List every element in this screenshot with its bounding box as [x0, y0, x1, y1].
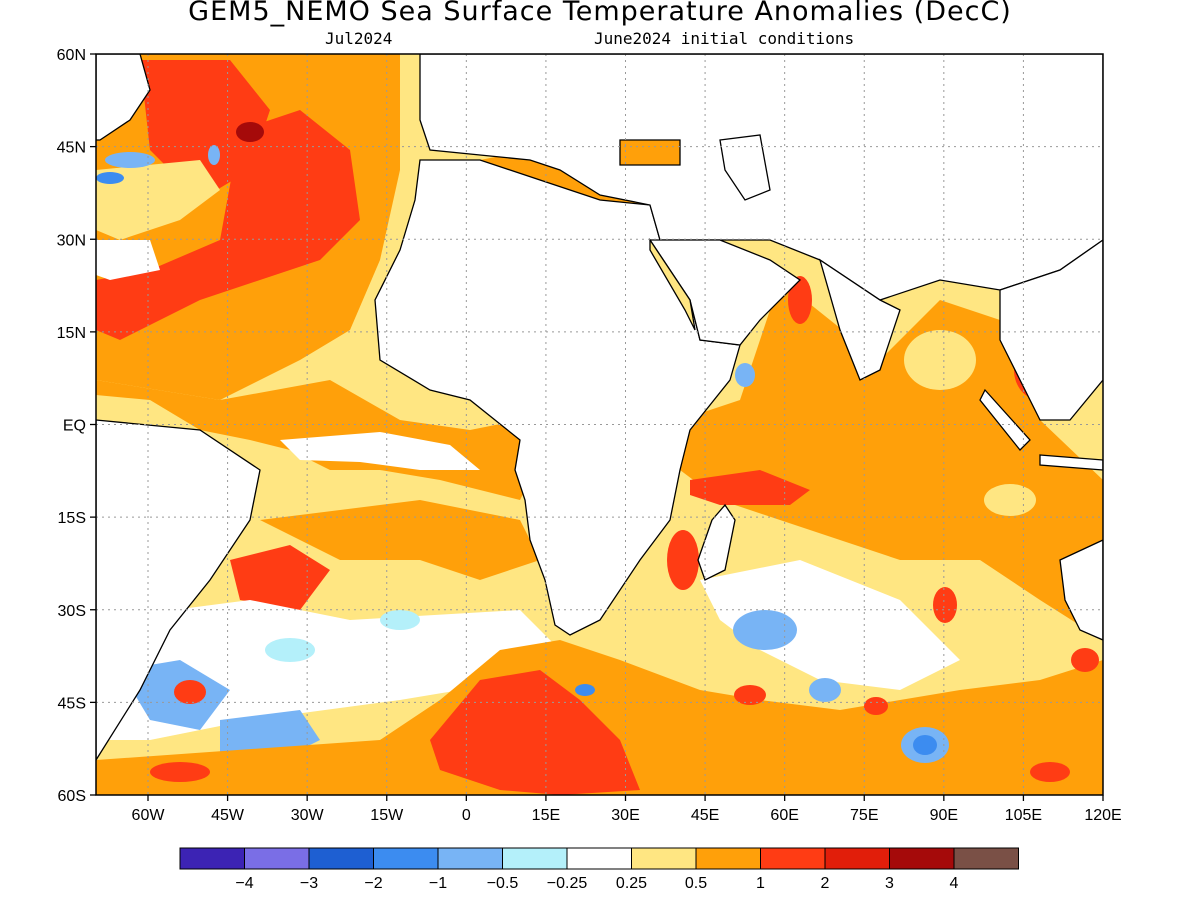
colorbar-label: −4 [235, 875, 253, 892]
lon-tick-label: 90E [930, 807, 958, 824]
colorbar-swatch [760, 847, 826, 870]
colorbar-swatch [437, 847, 503, 870]
southeast-asia-landmass [999, 239, 1103, 421]
madagascar-landmass [697, 503, 736, 581]
colorbar-label: −3 [300, 875, 318, 892]
java-landmass [1039, 454, 1103, 471]
lon-tick-label: 105E [1005, 807, 1042, 824]
colorbar-swatch [308, 847, 374, 870]
colorbar-swatch [566, 847, 632, 870]
lon-tick-label: 60W [132, 807, 166, 824]
colorbar: −4 −3 −2 −1 −0.5 −0.25 0.25 0.5 1 2 3 4 [179, 847, 1019, 892]
latitude-axis: 60N 45N 30N 15N EQ 15S 30S 45S 60S [57, 47, 96, 805]
lat-tick-label: 15S [58, 510, 86, 527]
lon-tick-label: 120E [1084, 807, 1121, 824]
colorbar-label: −0.25 [547, 875, 588, 892]
lat-tick-label: 30N [57, 232, 86, 249]
longitude-axis: 60W 45W 30W 15W 0 15E 30E 45E 60E 75E 90E 105E 120E [132, 795, 1122, 824]
south-america-landmass [96, 419, 261, 762]
init-conditions-label: June2024 initial conditions [594, 29, 855, 48]
colorbar-label: 2 [821, 875, 830, 892]
colorbar-label: 1 [756, 875, 765, 892]
colorbar-label: −1 [429, 875, 447, 892]
lat-tick-label: 60S [58, 788, 86, 805]
colorbar-label: 3 [885, 875, 894, 892]
colorbar-swatch [824, 847, 890, 870]
lat-tick-label: 15N [57, 325, 86, 342]
colorbar-label: 0.25 [616, 875, 647, 892]
land [96, 54, 1103, 762]
red-sea [649, 237, 696, 331]
sumatra-landmass [979, 388, 1031, 451]
colorbar-swatch [695, 847, 761, 870]
lat-tick-label: 30S [58, 603, 86, 620]
colorbar-swatch [889, 847, 955, 870]
lon-tick-label: 75E [850, 807, 878, 824]
black-sea [619, 139, 681, 166]
colorbar-swatch [502, 847, 568, 870]
colorbar-swatch [373, 847, 439, 870]
lon-tick-label: 15W [370, 807, 404, 824]
arabia-landmass [648, 239, 802, 346]
lat-tick-label: EQ [63, 418, 86, 435]
valid-month-label: Jul2024 [325, 29, 393, 48]
north-america-landmass [96, 54, 151, 141]
colorbar-label: −0.5 [487, 875, 519, 892]
lon-tick-label: 30E [611, 807, 639, 824]
lon-tick-label: 15E [532, 807, 560, 824]
colorbar-swatch [179, 847, 245, 870]
colorbar-label: 0.5 [685, 875, 707, 892]
colorbar-label: 4 [950, 875, 959, 892]
colorbar-swatch [953, 847, 1019, 870]
lat-tick-label: 45S [58, 695, 86, 712]
colorbar-swatch [244, 847, 310, 870]
lon-tick-label: 45E [691, 807, 719, 824]
caspian-sea [719, 134, 771, 201]
lon-tick-label: 45W [211, 807, 245, 824]
colorbar-swatch [631, 847, 697, 870]
map-title: GEM5_NEMO Sea Surface Temperature Anomal… [188, 0, 1012, 27]
lat-tick-label: 45N [57, 140, 86, 157]
lon-tick-label: 30W [291, 807, 325, 824]
colorbar-label: −2 [364, 875, 382, 892]
lat-tick-label: 60N [57, 47, 86, 64]
lon-tick-label: 60E [770, 807, 798, 824]
lon-tick-label: 0 [462, 807, 471, 824]
australia-landmass [1059, 539, 1103, 641]
india-landmass [818, 258, 901, 381]
